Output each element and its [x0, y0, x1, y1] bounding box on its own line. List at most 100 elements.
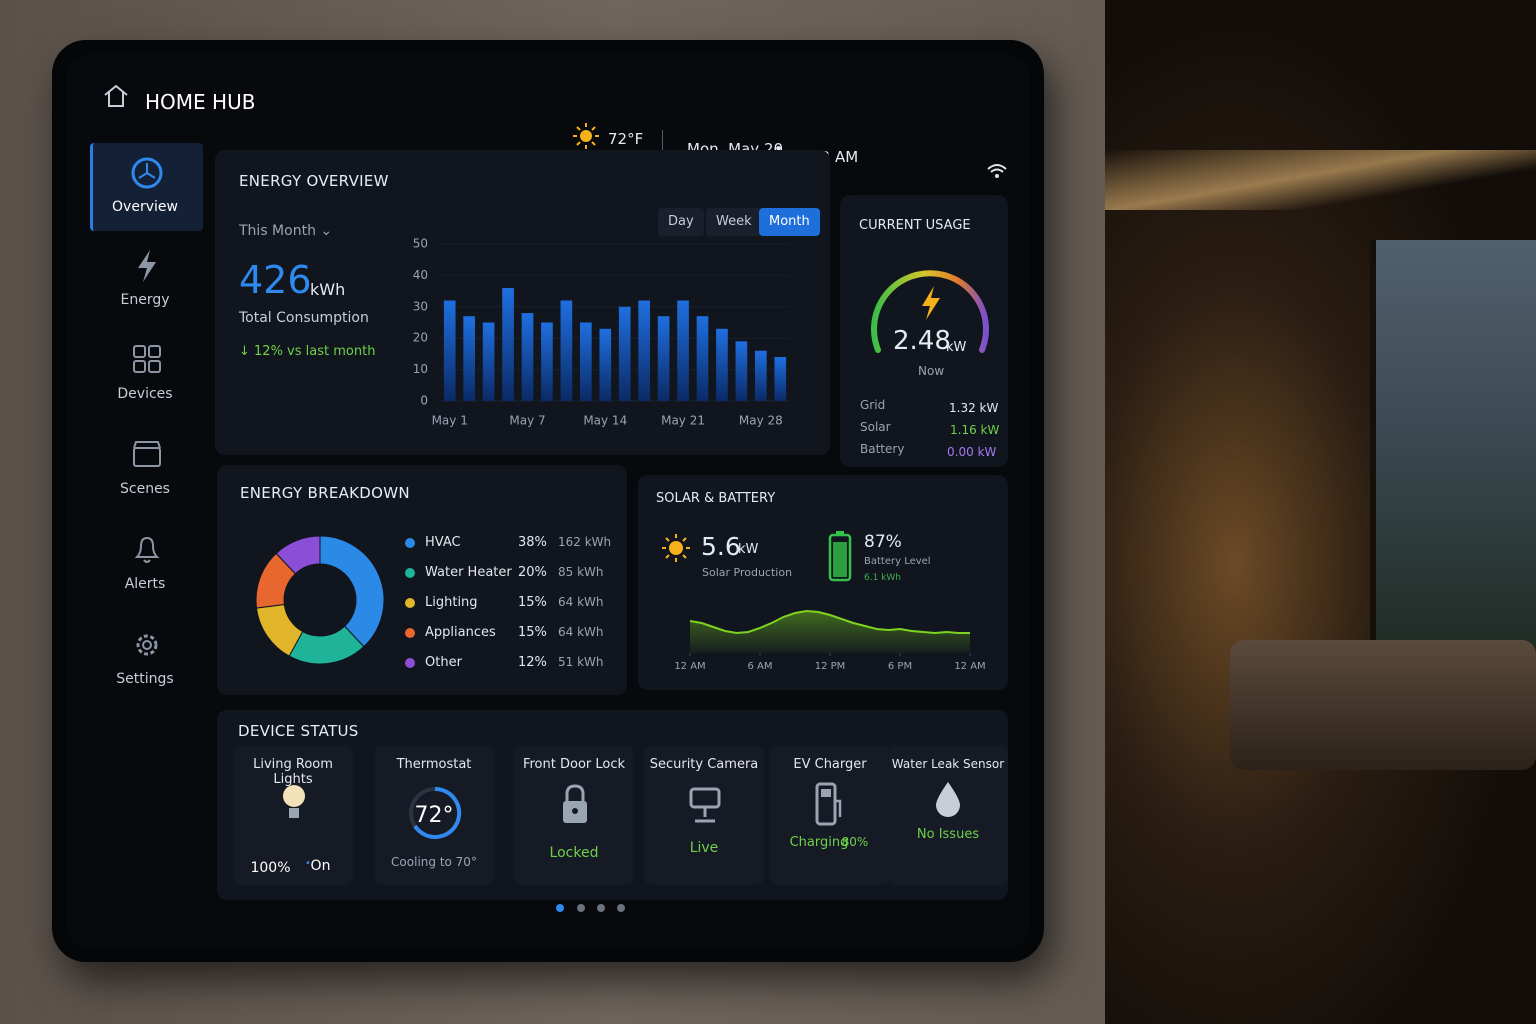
solar-unit: kW	[738, 542, 759, 557]
bar	[755, 350, 767, 401]
bar	[541, 322, 553, 401]
value-label: 15%	[518, 595, 547, 610]
x-tick-label: 6 AM	[747, 661, 772, 672]
device-card[interactable]: Front Door Lock Locked	[514, 745, 634, 885]
usage-unit: kW	[946, 340, 967, 355]
nav-item[interactable]: Devices	[117, 386, 173, 402]
app-title: HOME HUB	[145, 90, 256, 114]
device-name: Security Camera	[649, 757, 759, 772]
value-label: 38%	[518, 535, 547, 550]
usage-gauge	[871, 270, 989, 353]
camera-icon	[689, 787, 721, 823]
device-name: Water Leak Sensor	[891, 757, 1005, 771]
solar-battery-panel	[638, 475, 1008, 690]
home-icon[interactable]	[102, 82, 130, 110]
value-label: 15%	[518, 625, 547, 640]
total-unit: kWh	[310, 280, 346, 299]
tab[interactable]: Week	[706, 208, 762, 236]
bulb-icon	[283, 785, 305, 818]
change: 12% vs last month	[254, 344, 376, 359]
x-tick-label: May 28	[739, 414, 783, 428]
legend-label: HVAC	[425, 535, 461, 550]
tab-active[interactable]: Month	[759, 208, 820, 236]
water-drop-icon	[936, 782, 960, 817]
energy-label: 162 kWh	[558, 535, 612, 549]
ceiling-light	[1105, 150, 1536, 210]
settings-icon[interactable]	[131, 629, 163, 661]
usage-value: 2.48	[893, 326, 951, 356]
period-select[interactable]: This Month ⌄	[239, 223, 333, 239]
period: This Month	[239, 223, 316, 239]
device-status: Live	[689, 840, 719, 856]
device-detail: 100%	[250, 860, 291, 876]
lock-icon	[563, 784, 587, 823]
alerts-icon[interactable]	[133, 533, 161, 565]
nav-item[interactable]: Settings	[116, 671, 174, 687]
device-card[interactable]: Water Leak Sensor No Issues	[888, 745, 1008, 885]
legend-label: Lighting	[425, 595, 478, 610]
nav-item[interactable]: Alerts	[124, 576, 166, 592]
device-name: Front Door Lock	[522, 757, 626, 772]
pager[interactable]	[552, 900, 632, 916]
row-value: 0.00 kW	[947, 445, 997, 459]
energy-icon[interactable]	[133, 248, 161, 284]
divider	[662, 130, 663, 152]
x-tick-label: May 14	[583, 414, 627, 428]
panel-title: SOLAR & BATTERY	[656, 491, 776, 506]
x-tick-label: 12 AM	[674, 661, 705, 672]
x-tick-label: 12 AM	[954, 661, 985, 672]
nav-item[interactable]: Energy	[120, 292, 170, 308]
donut-segment	[275, 535, 321, 575]
change-indicator: ↓ 12% vs last month	[239, 344, 376, 359]
status-dot: •	[305, 858, 311, 869]
device-status: Charging	[789, 835, 849, 850]
y-tick-label: 20	[413, 331, 428, 345]
legend-label: Water Heater	[425, 565, 512, 580]
total-value: 426	[239, 258, 312, 302]
device-card[interactable]: Security Camera Live	[644, 745, 764, 885]
legend-swatch	[405, 628, 415, 638]
ev-charger-icon	[815, 782, 842, 826]
overview-icon[interactable]	[131, 157, 163, 189]
usage-caption: Now	[918, 364, 945, 378]
energy-overview-panel	[215, 150, 830, 455]
device-card[interactable]: Thermostat 72° Cooling to 70°	[374, 745, 494, 885]
device-card[interactable]: EV Charger Charging 80%	[770, 745, 890, 885]
nav-item[interactable]: Overview	[112, 199, 178, 215]
bar	[716, 328, 728, 401]
device-status: No Issues	[916, 827, 980, 842]
row-label: Solar	[860, 420, 891, 434]
legend-swatch	[405, 598, 415, 608]
devices-icon[interactable]	[132, 344, 162, 374]
energy-label: 64 kWh	[558, 595, 604, 609]
y-tick-label: 10	[413, 362, 428, 376]
legend-label: Other	[425, 655, 462, 670]
battery-energy: 6.1 kWh	[864, 573, 901, 583]
device-card[interactable]: Living Room Lights 100% • On	[233, 745, 353, 885]
bar	[677, 300, 689, 401]
energy-label: 85 kWh	[558, 565, 604, 579]
thermostat-dial	[409, 786, 462, 839]
window	[1370, 240, 1536, 660]
bar	[482, 322, 495, 401]
tab[interactable]: Day	[658, 208, 704, 236]
panel-title: ENERGY OVERVIEW	[239, 172, 389, 190]
value-label: 12%	[518, 655, 547, 670]
device-detail: 80%	[841, 835, 869, 849]
scenes-icon[interactable]	[132, 440, 162, 468]
nav-item[interactable]: Scenes	[120, 481, 170, 497]
solar-line-chart: 12 AM 6 AM 12 PM 6 PM 12 AM	[674, 609, 986, 672]
device-status: On	[310, 858, 331, 874]
bar	[580, 322, 592, 401]
bar	[774, 357, 787, 401]
device-status: Cooling to 70°	[391, 855, 477, 869]
battery-label: Battery Level	[864, 556, 931, 567]
weather-icon	[573, 123, 599, 149]
y-tick-label: 50	[413, 237, 428, 251]
sun-icon	[662, 534, 690, 562]
separator-dot: •	[774, 140, 783, 158]
bar	[443, 300, 456, 401]
bar	[521, 313, 534, 401]
row-label: Battery	[860, 442, 905, 456]
y-tick-label: 30	[413, 299, 428, 313]
